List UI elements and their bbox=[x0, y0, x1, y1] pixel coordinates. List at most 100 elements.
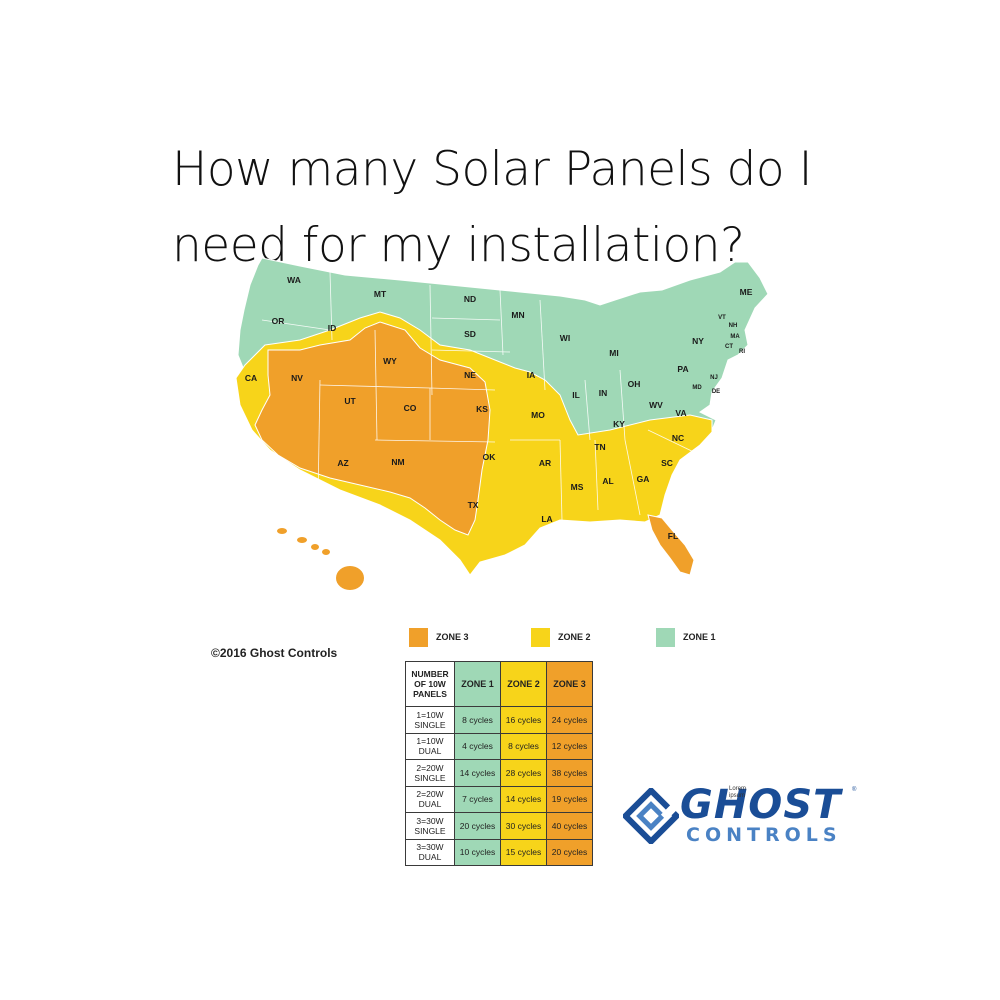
state-label-wv: WV bbox=[649, 400, 663, 410]
state-label-la: LA bbox=[541, 514, 552, 524]
state-label-wy: WY bbox=[383, 356, 397, 366]
cell-panels: 3=30W SINGLE bbox=[405, 812, 455, 840]
cycles-table: NUMBER OF 10W PANELS ZONE 1 ZONE 2 ZONE … bbox=[405, 661, 593, 866]
legend-label-zone1: ZONE 1 bbox=[683, 632, 716, 642]
state-label-ks: KS bbox=[476, 404, 488, 414]
state-label-mi: MI bbox=[609, 348, 618, 358]
legend-swatch-zone3 bbox=[409, 627, 428, 647]
legend-label-zone3: ZONE 3 bbox=[436, 632, 469, 642]
cell-zone2: 16 cycles bbox=[500, 706, 547, 734]
state-label-tn: TN bbox=[594, 442, 605, 452]
state-label-sd: SD bbox=[464, 329, 476, 339]
logo-word-controls: CONTROLS bbox=[686, 824, 842, 846]
logo-registered-mark: ® bbox=[852, 787, 857, 793]
table-header-row: NUMBER OF 10W PANELS ZONE 1 ZONE 2 ZONE … bbox=[405, 661, 593, 707]
cell-zone1: 8 cycles bbox=[454, 706, 501, 734]
cell-zone3: 20 cycles bbox=[546, 838, 593, 866]
state-label-nc: NC bbox=[672, 433, 684, 443]
state-label-ma: MA bbox=[730, 334, 740, 340]
table-row: 1=10W SINGLE 8 cycles 16 cycles 24 cycle… bbox=[405, 706, 593, 734]
cell-zone2: 28 cycles bbox=[500, 759, 547, 787]
state-borders bbox=[261, 271, 701, 521]
state-label-ia: IA bbox=[527, 370, 536, 380]
table-row: 2=20W SINGLE 14 cycles 28 cycles 38 cycl… bbox=[405, 759, 593, 787]
state-label-nm: NM bbox=[391, 457, 404, 467]
legend-swatch-zone2 bbox=[531, 627, 550, 647]
cell-zone1: 4 cycles bbox=[454, 732, 501, 760]
header-zone2: ZONE 2 bbox=[500, 661, 547, 707]
state-label-wi: WI bbox=[560, 333, 570, 343]
ghost-controls-logo: GHOST ® CONTROLS bbox=[623, 782, 858, 848]
state-label-ms: MS bbox=[571, 482, 584, 492]
cell-zone1: 7 cycles bbox=[454, 785, 501, 813]
state-label-fl: FL bbox=[668, 531, 678, 541]
cell-zone2: 8 cycles bbox=[500, 732, 547, 760]
state-label-mn: MN bbox=[511, 310, 524, 320]
cell-zone2: 14 cycles bbox=[500, 785, 547, 813]
state-label-ne: NE bbox=[464, 370, 476, 380]
state-label-mo: MO bbox=[531, 410, 545, 420]
cell-zone2: 15 cycles bbox=[500, 838, 547, 866]
state-label-ok: OK bbox=[483, 452, 497, 462]
cell-zone2: 30 cycles bbox=[500, 812, 547, 840]
hawaii-islands bbox=[277, 528, 364, 590]
cell-panels: 1=10W SINGLE bbox=[405, 706, 455, 734]
legend-zone3: ZONE 3 bbox=[409, 627, 469, 647]
cell-zone1: 14 cycles bbox=[454, 759, 501, 787]
cell-panels: 2=20W DUAL bbox=[405, 785, 455, 813]
state-label-al: AL bbox=[602, 476, 613, 486]
state-label-wa: WA bbox=[287, 275, 301, 285]
state-label-or: OR bbox=[272, 316, 285, 326]
state-label-me: ME bbox=[740, 287, 753, 297]
logo-mark-icon bbox=[623, 788, 679, 844]
title-line-1: How many Solar Panels do I bbox=[172, 142, 812, 197]
state-label-vt: VT bbox=[718, 315, 726, 321]
state-label-nv: NV bbox=[291, 373, 303, 383]
table-row: 1=10W DUAL 4 cycles 8 cycles 12 cycles bbox=[405, 732, 593, 760]
us-solar-zone-map: WA MT ND MN OR ID SD WI MI NY ME VT NH M… bbox=[235, 257, 769, 590]
state-label-sc: SC bbox=[661, 458, 673, 468]
state-label-mt: MT bbox=[374, 289, 387, 299]
header-zone3: ZONE 3 bbox=[546, 661, 593, 707]
state-label-ny: NY bbox=[692, 336, 704, 346]
logo-word-ghost: GHOST bbox=[680, 782, 842, 828]
cell-zone3: 19 cycles bbox=[546, 785, 593, 813]
cell-panels: 2=20W SINGLE bbox=[405, 759, 455, 787]
table-row: 2=20W DUAL 7 cycles 14 cycles 19 cycles bbox=[405, 785, 593, 813]
cell-zone3: 40 cycles bbox=[546, 812, 593, 840]
state-label-nj: NJ bbox=[710, 375, 718, 381]
legend-zone2: ZONE 2 bbox=[531, 627, 591, 647]
state-label-co: CO bbox=[404, 403, 417, 413]
state-label-id: ID bbox=[328, 323, 337, 333]
state-label-ca: CA bbox=[245, 373, 257, 383]
state-label-in: IN bbox=[599, 388, 608, 398]
state-label-il: IL bbox=[572, 390, 580, 400]
cell-panels: 3=30W DUAL bbox=[405, 838, 455, 866]
header-panels: NUMBER OF 10W PANELS bbox=[405, 661, 455, 707]
legend-swatch-zone1 bbox=[656, 627, 675, 647]
legend-zone1: ZONE 1 bbox=[656, 627, 716, 647]
cell-zone1: 10 cycles bbox=[454, 838, 501, 866]
state-label-tx: TX bbox=[468, 500, 479, 510]
state-label-nh: NH bbox=[729, 323, 738, 329]
state-labels: WA MT ND MN OR ID SD WI MI NY ME VT NH M… bbox=[245, 275, 753, 541]
table-row: 3=30W DUAL 10 cycles 15 cycles 20 cycles bbox=[405, 838, 593, 866]
state-label-oh: OH bbox=[628, 379, 641, 389]
state-label-ct: CT bbox=[725, 344, 733, 350]
cell-zone3: 38 cycles bbox=[546, 759, 593, 787]
table-row: 3=30W SINGLE 20 cycles 30 cycles 40 cycl… bbox=[405, 812, 593, 840]
state-label-va: VA bbox=[675, 408, 686, 418]
state-label-ky: KY bbox=[613, 419, 625, 429]
state-label-md: MD bbox=[692, 385, 702, 391]
header-zone1: ZONE 1 bbox=[454, 661, 501, 707]
cell-zone1: 20 cycles bbox=[454, 812, 501, 840]
page-title: How many Solar Panels do I need for my i… bbox=[172, 132, 872, 284]
cell-zone3: 24 cycles bbox=[546, 706, 593, 734]
state-label-pa: PA bbox=[677, 364, 688, 374]
state-label-ar: AR bbox=[539, 458, 551, 468]
state-label-ri: RI bbox=[739, 349, 745, 355]
state-label-az: AZ bbox=[337, 458, 348, 468]
cell-panels: 1=10W DUAL bbox=[405, 732, 455, 760]
state-label-de: DE bbox=[712, 389, 720, 395]
state-label-ut: UT bbox=[344, 396, 356, 406]
